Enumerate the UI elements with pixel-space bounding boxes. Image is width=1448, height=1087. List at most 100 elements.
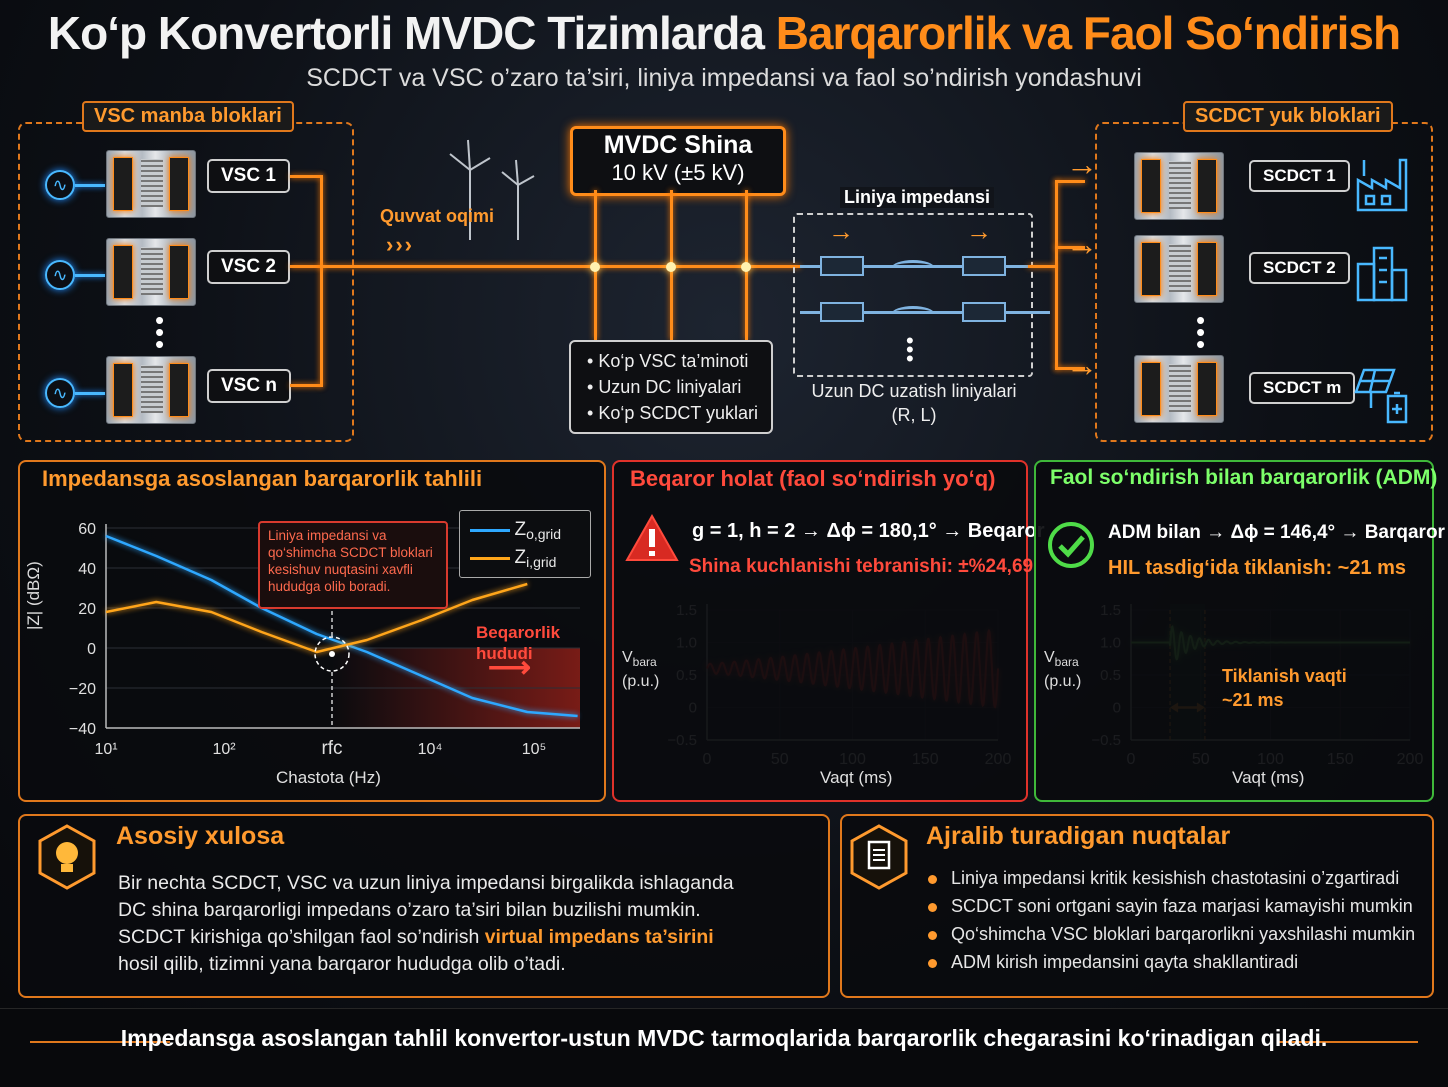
bus-node (590, 262, 600, 272)
stable-ylabel: Vbara (p.u.) (1044, 649, 1082, 691)
callout-line: Liniya impedansi va (268, 528, 387, 543)
footer-bar: Impedansga asoslangan tahlil konvertor-u… (0, 1008, 1448, 1087)
y-tick-label: 20 (78, 601, 96, 618)
unstable-xlabel: Vaqt (ms) (820, 768, 893, 787)
scdct-cabinet-icon (1134, 152, 1224, 220)
resistor-icon (820, 302, 864, 322)
legend-zo: Zo,grid (470, 519, 561, 542)
scdct-cabinet-icon (1134, 235, 1224, 303)
stable-equation: ADM bilan → Δϕ = 146,4° → Barqaror (1108, 522, 1445, 543)
vsc-cabinet-icon (106, 356, 196, 424)
bus-voltage: 10 kV (±5 kV) (611, 160, 745, 185)
bus-node (741, 262, 751, 272)
scdct-link (1055, 246, 1085, 249)
resistor-icon (962, 256, 1006, 276)
more-dots-icon: • • • (906, 328, 914, 371)
unstable-region-label: Beqarorlik hududi (476, 623, 561, 663)
feature-item: • Uzun DC liniyalari (587, 377, 742, 397)
impedance-legend: Zo,grid Zi,grid (459, 510, 591, 578)
inductor-icon (892, 306, 934, 321)
arrow-right-icon: → (1066, 146, 1098, 182)
conclusion-title: Asosiy xulosa (116, 822, 285, 850)
line-impedance-box (793, 213, 1033, 377)
document-icon (850, 824, 908, 890)
callout-line: hududga olib boradi. (268, 579, 391, 594)
main-feeder (320, 265, 800, 268)
power-flow-arrow-icon: ››› (386, 232, 414, 257)
line-caption-rl: (R, L) (891, 405, 937, 425)
current-arrow-icon: → (966, 216, 992, 246)
highlight-item: SCDCT soni ortgani sayin faza marjasi ka… (928, 896, 1413, 917)
feature-item: • Ko‘p SCDCT yuklari (587, 403, 759, 423)
power-flow-label: Quvvat oqimi (380, 206, 495, 226)
footer-rule-left (30, 1041, 170, 1043)
more-dots-icon: • • • (155, 305, 165, 359)
warning-icon (625, 513, 679, 561)
ac-link (75, 392, 105, 395)
x-tick-label: 10¹ (94, 741, 117, 758)
bus-node (666, 262, 676, 272)
highlights-panel (840, 814, 1434, 998)
highlight-item: Qo‘shimcha VSC bloklari barqarorlikni ya… (928, 924, 1415, 945)
stable-panel (1034, 460, 1434, 802)
current-arrow-icon: → (828, 216, 854, 246)
series-line-Zi,grid (105, 582, 528, 654)
ac-source-icon: ∿ (45, 170, 75, 200)
check-circle-icon (1048, 522, 1094, 568)
x-tick-label: 10⁴ (418, 741, 443, 758)
scdct-tag-m: SCDCT m (1249, 372, 1356, 404)
unstable-equation: g = 1, h = 2 → Δϕ = 180,1° → Beqaror (692, 520, 1045, 542)
recovery-label: Tiklanish vaqti ~21 ms (1222, 666, 1347, 710)
unstable-panel-title: Beqaror holat (faol so‘ndirish yo‘q) (630, 466, 996, 491)
scdct-block-label: SCDCT yuk bloklari (1183, 101, 1393, 132)
stable-hil: HIL tasdig‘ida tiklanish: ~21 ms (1108, 557, 1407, 579)
x-tick-label: 10⁵ (522, 741, 546, 758)
vsc-block-label: VSC manba bloklari (82, 101, 294, 132)
wind-turbine-icon (449, 139, 535, 240)
vsc-tag-1: VSC 1 (207, 159, 290, 193)
vsc-tag-2: VSC 2 (207, 250, 290, 284)
callout-line: qo‘shimcha SCDCT bloklari (268, 545, 433, 560)
feature-item: • Ko‘p VSC ta’minoti (587, 351, 749, 371)
series-line-Zo,grid (105, 534, 578, 718)
factory-icon (1356, 158, 1408, 212)
highlights-title: Ajralib turadigan nuqtalar (926, 822, 1231, 850)
inductor-icon (892, 260, 934, 275)
scdct-collector (1055, 180, 1058, 370)
ac-link (75, 274, 105, 277)
crossover-marker (314, 636, 350, 672)
line-impedance-label: Liniya impedansi (840, 187, 995, 208)
ac-link (75, 184, 105, 187)
arrow-right-icon: → (1066, 226, 1098, 262)
x-tick-label: rfc (321, 738, 342, 759)
line-caption: Uzun DC uzatish liniyalari (811, 381, 1017, 401)
page-title: Ko‘p Konvertorli MVDC Tizimlarda Barqaro… (47, 7, 1401, 59)
x-tick-label: 10² (212, 741, 236, 758)
bus-name: MVDC Shina (603, 131, 753, 159)
lightbulb-icon (38, 824, 96, 890)
vsc-cabinet-icon (106, 238, 196, 306)
footer-rule-right (1278, 1041, 1418, 1043)
scdct-cabinet-icon (1134, 355, 1224, 423)
scdct-tag-2: SCDCT 2 (1249, 252, 1350, 284)
resistor-icon (820, 256, 864, 276)
crossover-point (329, 651, 335, 657)
scdct-link (1055, 367, 1085, 370)
page-subtitle: SCDCT va VSC o’zaro ta’siri, liniya impe… (306, 64, 1142, 92)
y-tick-label: −40 (69, 721, 96, 738)
stable-xlabel: Vaqt (ms) (1232, 768, 1305, 787)
ac-source-icon: ∿ (45, 260, 75, 290)
vsc-tag-n: VSC n (207, 369, 291, 403)
y-tick-label: 0 (87, 641, 96, 658)
ac-source-icon: ∿ (45, 378, 75, 408)
mvdc-bus: MVDC Shina 10 kV (±5 kV) (570, 126, 786, 196)
vsc-link (290, 175, 322, 178)
feature-list: • Ko‘p VSC ta’minoti • Uzun DC liniyalar… (569, 340, 773, 434)
vsc-link (290, 265, 322, 268)
solar-battery-icon (1354, 368, 1408, 424)
resistor-icon (962, 302, 1006, 322)
callout-line: kesishuv nuqtasini xavfli (268, 562, 413, 577)
scdct-tag-1: SCDCT 1 (1249, 160, 1350, 192)
footer-text: Impedansga asoslangan tahlil konvertor-u… (120, 1025, 1328, 1051)
more-dots-icon: • • • (1196, 305, 1206, 359)
